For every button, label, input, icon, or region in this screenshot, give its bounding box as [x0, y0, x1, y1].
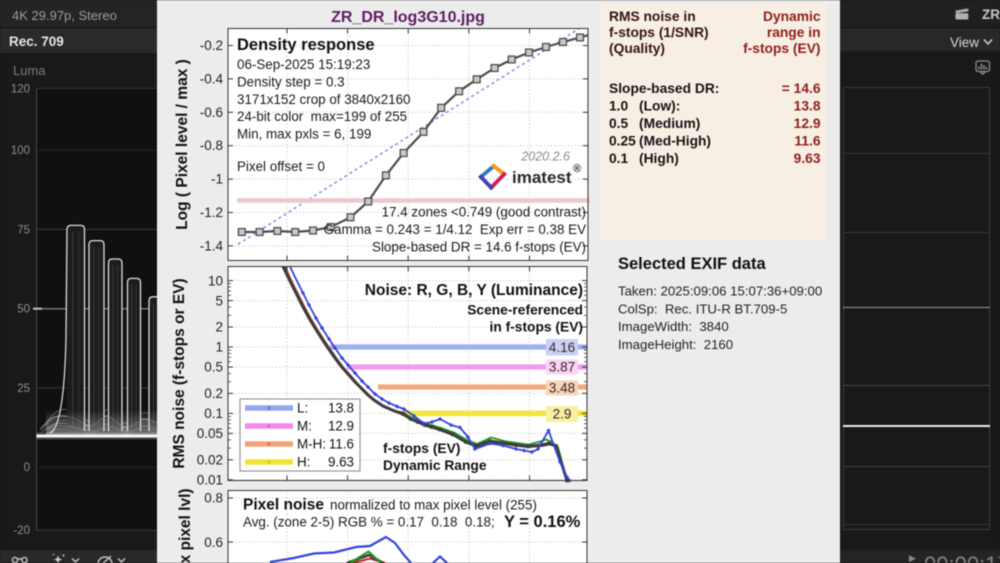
svg-text:ImageWidth: 3840: ImageWidth: 3840 — [618, 319, 729, 334]
svg-text:range in: range in — [767, 25, 821, 40]
svg-text:ImageHeight: 2160: ImageHeight: 2160 — [618, 337, 733, 352]
svg-text:-1: -1 — [211, 172, 223, 187]
svg-text:Pixel offset = 0: Pixel offset = 0 — [237, 159, 325, 174]
svg-text:RMS noise (f-stops or EV): RMS noise (f-stops or EV) — [171, 278, 188, 468]
svg-text:Scene-referenced: Scene-referenced — [467, 303, 583, 318]
svg-text:M-H:: M-H: — [297, 437, 326, 452]
svg-text:Slope-based DR = 14.6 f-stops: Slope-based DR = 14.6 f-stops (EV) — [372, 240, 586, 255]
svg-text:24-bit color max=199 of 255: 24-bit color max=199 of 255 — [237, 109, 407, 124]
svg-text:9.63: 9.63 — [794, 151, 821, 166]
svg-text:Selected EXIF data: Selected EXIF data — [618, 255, 766, 273]
svg-text:0.01: 0.01 — [197, 473, 223, 488]
svg-text:0.1: 0.1 — [204, 406, 223, 421]
svg-text:Log ( Pixel level / max ): Log ( Pixel level / max ) — [174, 59, 191, 230]
svg-text:3.48: 3.48 — [549, 381, 575, 396]
svg-text:Gamma = 0.243 = 1/4.12 Exp er: Gamma = 0.243 = 1/4.12 Exp err = 0.38 EV — [324, 222, 586, 237]
svg-text:5: 5 — [215, 293, 223, 308]
svg-text:(Low):: (Low): — [639, 99, 680, 114]
svg-text:RMS noise in: RMS noise in — [609, 9, 696, 24]
svg-text:M:: M: — [297, 419, 312, 434]
svg-text:Pixel noise: Pixel noise — [243, 497, 324, 514]
svg-text:0.02: 0.02 — [197, 453, 223, 468]
svg-text:12.9: 12.9 — [328, 419, 354, 434]
svg-text:120: 120 — [11, 83, 30, 95]
svg-text:(Med-High): (Med-High) — [639, 134, 711, 149]
svg-text:Noise: R, G, B, Y (Luminance): Noise: R, G, B, Y (Luminance) — [365, 282, 583, 299]
svg-text:ColSp: Rec. ITU-R BT.709-5: ColSp: Rec. ITU-R BT.709-5 — [618, 301, 787, 316]
svg-text:Min, max pxls = 6, 199: Min, max pxls = 6, 199 — [237, 127, 371, 142]
svg-text:25: 25 — [17, 383, 30, 395]
svg-text:-0.8: -0.8 — [200, 138, 223, 153]
svg-text:normalized to max pixel level: normalized to max pixel level (255) — [330, 498, 537, 513]
svg-text:Slope-based DR:: Slope-based DR: — [609, 81, 719, 96]
svg-text:ZR_DR_log3G10.jpg: ZR_DR_log3G10.jpg — [331, 9, 485, 26]
svg-text:f-stops (1/SNR): f-stops (1/SNR) — [609, 25, 709, 40]
svg-text:Density step = 0.3: Density step = 0.3 — [237, 74, 345, 89]
svg-text:10: 10 — [208, 273, 223, 288]
svg-text:4.16: 4.16 — [549, 340, 575, 355]
svg-text:-0.6: -0.6 — [200, 105, 223, 120]
svg-text:2.9: 2.9 — [553, 407, 572, 422]
svg-text:0.25: 0.25 — [609, 134, 636, 149]
svg-text:1: 1 — [215, 340, 223, 355]
svg-text:Dynamic Range: Dynamic Range — [383, 458, 487, 473]
svg-text:®: ® — [573, 163, 581, 175]
svg-text:75: 75 — [17, 224, 30, 236]
svg-text:L:: L: — [297, 401, 308, 416]
svg-text:(Medium): (Medium) — [639, 116, 700, 131]
svg-text:1.0: 1.0 — [609, 99, 629, 114]
svg-text:0.6: 0.6 — [204, 535, 223, 550]
svg-text:f-stops (EV): f-stops (EV) — [743, 41, 820, 56]
svg-text:RMS noise (% of max pixel lvl): RMS noise (% of max pixel lvl) — [177, 488, 194, 563]
svg-text:(Quality): (Quality) — [609, 41, 665, 56]
svg-text:in f-stops (EV): in f-stops (EV) — [489, 320, 583, 335]
svg-text:3171x152 crop of 3840x2160: 3171x152 crop of 3840x2160 — [237, 92, 410, 107]
svg-text:0.8: 0.8 — [204, 491, 223, 506]
svg-text:-1.2: -1.2 — [200, 205, 223, 220]
svg-text:Density response: Density response — [237, 36, 375, 54]
svg-text:Dynamic: Dynamic — [763, 9, 821, 24]
svg-text:0.5: 0.5 — [609, 116, 629, 131]
svg-text:12.9: 12.9 — [794, 116, 821, 131]
svg-text:0.5: 0.5 — [204, 360, 223, 375]
svg-text:13.8: 13.8 — [794, 99, 821, 114]
svg-text:-20: -20 — [13, 525, 30, 537]
svg-text:0.2: 0.2 — [204, 386, 223, 401]
svg-text:= 14.6: = 14.6 — [782, 81, 821, 96]
svg-text:9.63: 9.63 — [328, 455, 354, 470]
svg-text:f-stops (EV): f-stops (EV) — [383, 441, 460, 456]
svg-text:Avg. (zone 2-5) RGB % = 0.17: Avg. (zone 2-5) RGB % = 0.17 0.18 0.18; — [243, 515, 495, 530]
svg-text:0: 0 — [24, 462, 30, 474]
svg-text:-0.4: -0.4 — [200, 71, 224, 86]
svg-text:11.6: 11.6 — [794, 134, 820, 149]
svg-text:Y = 0.16%: Y = 0.16% — [504, 513, 581, 531]
svg-text:17.4 zones <0.749 (good contra: 17.4 zones <0.749 (good contrast) — [382, 205, 586, 220]
svg-text:2020.2.6: 2020.2.6 — [520, 150, 570, 164]
svg-text:3.87: 3.87 — [549, 360, 575, 375]
svg-text:2: 2 — [215, 320, 223, 335]
svg-text:11.6: 11.6 — [329, 437, 354, 452]
svg-text:H:: H: — [297, 455, 310, 470]
svg-text:06-Sep-2025 15:19:23: 06-Sep-2025 15:19:23 — [237, 57, 370, 72]
svg-text:100: 100 — [11, 145, 30, 157]
svg-text:0.05: 0.05 — [197, 426, 223, 441]
svg-text:-0.2: -0.2 — [200, 38, 223, 53]
svg-text:(High): (High) — [639, 151, 679, 166]
svg-text:50: 50 — [17, 304, 30, 316]
svg-text:13.8: 13.8 — [328, 401, 354, 416]
svg-text:imatest: imatest — [512, 168, 572, 187]
svg-text:Taken: 2025:09:06 15:07:36+09:: Taken: 2025:09:06 15:07:36+09:00 — [618, 284, 822, 299]
svg-text:0.1: 0.1 — [609, 151, 629, 166]
svg-text:-1.4: -1.4 — [200, 238, 224, 253]
